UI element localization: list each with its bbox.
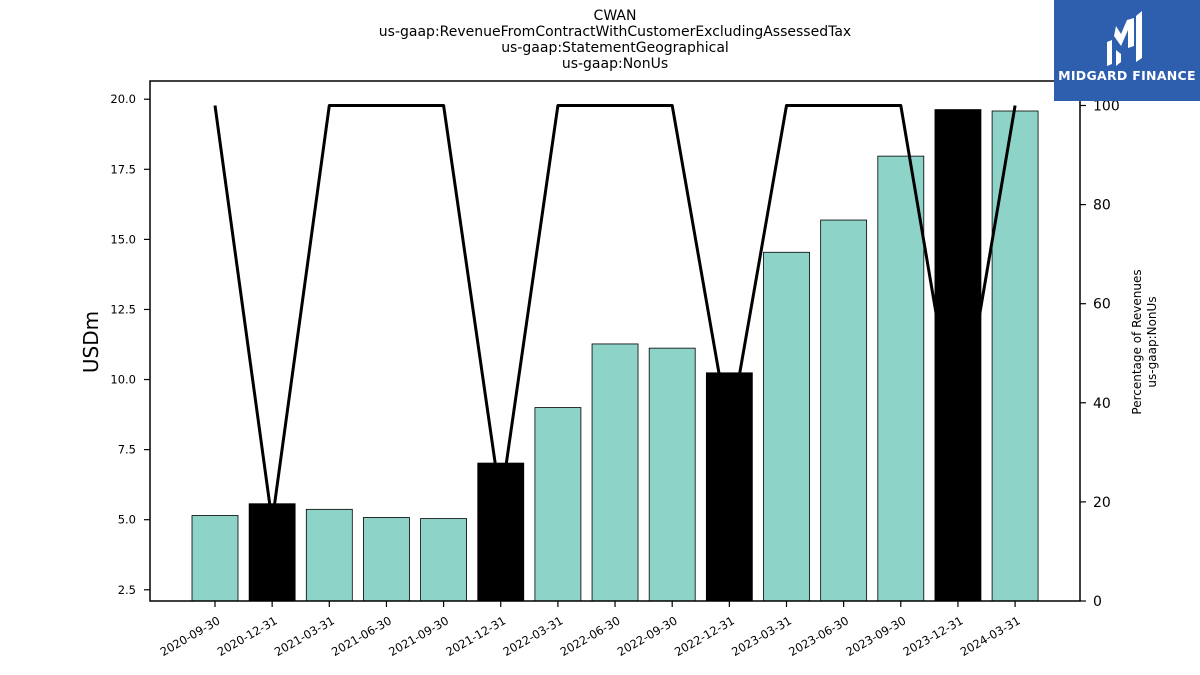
bar-2022-03-31	[534, 407, 582, 602]
bar-group	[191, 109, 1039, 602]
y-tick-label: 12.5	[110, 302, 136, 316]
percentage-line	[213, 104, 1017, 524]
x-tick-label: 2020-12-31	[215, 613, 280, 659]
x-tick-label: 2024-03-31	[958, 613, 1023, 659]
x-tick-label: 2020-09-30	[158, 613, 223, 659]
chart-title-line3: us-gaap:StatementGeographical	[501, 40, 729, 56]
right-axis-ticks: 0 20 40 60 80 100	[1080, 99, 1120, 610]
bar-2021-12-31	[477, 462, 525, 602]
y-axis-label: USDm	[79, 311, 103, 373]
bar-2024-03-31	[991, 110, 1039, 602]
y2-tick-label: 40	[1093, 396, 1111, 412]
x-tick-label: 2021-06-30	[329, 613, 394, 659]
chart-title-line1: CWAN	[593, 8, 637, 24]
bar-2023-06-30	[820, 219, 868, 602]
bar-2022-12-31	[705, 372, 753, 602]
x-tick-label: 2023-09-30	[843, 613, 908, 659]
chart-title-line2: us-gaap:RevenueFromContractWithCustomerE…	[378, 24, 852, 40]
y-tick-label: 17.5	[110, 162, 136, 176]
y-tick-label: 10.0	[110, 373, 136, 387]
x-tick-label: 2022-09-30	[615, 613, 680, 659]
bar-2022-06-30	[591, 343, 639, 602]
x-tick-label: 2022-12-31	[672, 613, 737, 659]
bar-2022-09-30	[648, 347, 696, 602]
x-tick-label: 2023-12-31	[901, 613, 966, 659]
x-axis-ticks: 2020-09-302020-12-312021-03-312021-06-30…	[158, 601, 1023, 659]
y2-tick-label: 60	[1093, 297, 1111, 313]
bar-2023-09-30	[877, 155, 925, 602]
y-tick-label: 7.5	[118, 443, 136, 457]
x-tick-label: 2022-06-30	[558, 613, 623, 659]
y-tick-label: 15.0	[110, 232, 136, 246]
x-tick-label: 2022-03-31	[501, 613, 566, 659]
y2-tick-label: 20	[1093, 495, 1111, 511]
y2-tick-label: 0	[1093, 594, 1102, 610]
bar-2020-09-30	[191, 515, 239, 602]
bar-2021-09-30	[420, 518, 468, 602]
midgard-finance-logo: MIDGARD FINANCE	[1054, 0, 1200, 101]
x-tick-label: 2021-09-30	[386, 613, 451, 659]
x-tick-label: 2023-03-31	[729, 613, 794, 659]
midgard-logo-icon	[1107, 11, 1142, 66]
y-tick-label: 2.5	[118, 583, 136, 597]
x-tick-label: 2023-06-30	[786, 613, 851, 659]
left-axis-ticks: 2.5 5.0 7.5 10.0 12.5 15.0 17.5 20.0	[110, 92, 150, 597]
bar-2023-03-31	[763, 251, 810, 602]
y2-tick-label: 100	[1093, 99, 1120, 115]
logo-text: MIDGARD FINANCE	[1058, 68, 1196, 83]
bar-2021-06-30	[363, 517, 410, 602]
line-layer	[213, 104, 1017, 524]
y-tick-label: 5.0	[118, 513, 136, 527]
y2-axis-label-line1: Percentage of Revenues	[1130, 269, 1144, 414]
y-tick-label: 20.0	[110, 92, 136, 106]
y2-axis-label-line2: us-gaap:NonUs	[1145, 296, 1159, 387]
chart-title-line4: us-gaap:NonUs	[561, 56, 669, 72]
x-tick-label: 2021-03-31	[272, 613, 337, 659]
x-tick-label: 2021-12-31	[443, 613, 508, 659]
y2-tick-label: 80	[1093, 198, 1111, 214]
bar-2021-03-31	[305, 508, 353, 602]
